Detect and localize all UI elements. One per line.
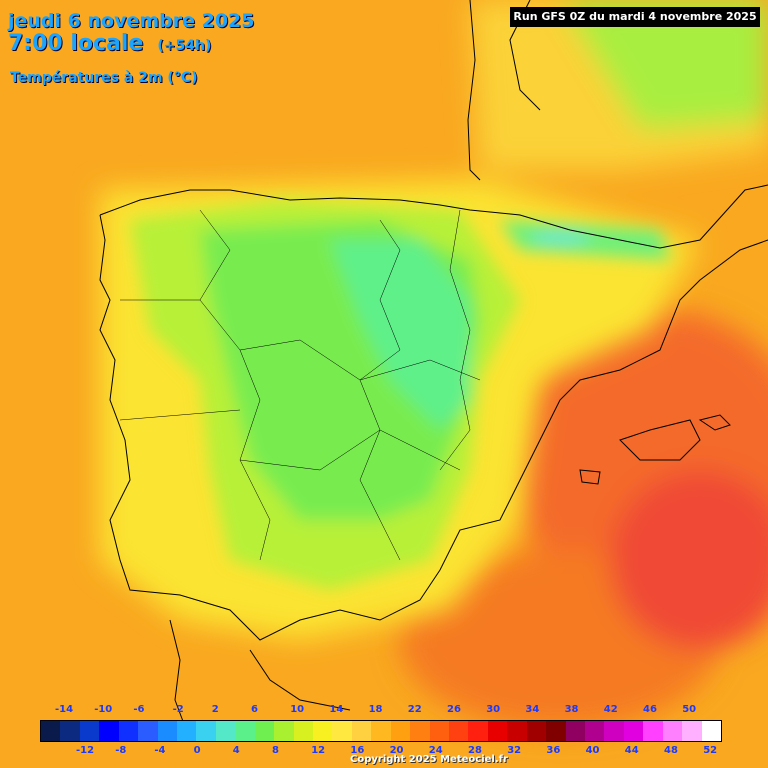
- legend-label-top: 18: [368, 704, 383, 715]
- legend-swatch: [390, 721, 411, 741]
- legend-swatch: [293, 721, 314, 741]
- legend-label-bottom: 40: [585, 745, 600, 756]
- legend-swatch: [585, 721, 605, 741]
- legend-swatch: [682, 721, 703, 741]
- legend-label-bottom: 28: [468, 745, 482, 756]
- legend-swatch: [410, 721, 431, 741]
- legend-label-top: 42: [603, 704, 618, 715]
- legend-swatch: [118, 721, 139, 741]
- legend-label-bottom: 0: [193, 745, 201, 756]
- legend-label-top: 2: [211, 704, 219, 715]
- legend-label-top: -10: [94, 704, 113, 715]
- legend-label-top: -2: [172, 704, 184, 715]
- legend-label-top: 30: [486, 704, 501, 715]
- legend-label-top: 26: [447, 704, 461, 715]
- legend-label-top: -6: [133, 704, 145, 715]
- legend-label-top: 6: [251, 704, 258, 715]
- run-label: Run GFS 0Z du mardi 4 novembre 2025: [510, 7, 760, 27]
- legend-swatch: [604, 721, 625, 741]
- legend-label-top: -14: [55, 704, 74, 715]
- variable-title: Températures à 2m (°C): [10, 70, 198, 86]
- legend-swatch: [449, 721, 469, 741]
- legend-label-top: 22: [407, 704, 422, 715]
- legend-label-bottom: -8: [115, 745, 127, 756]
- color-legend: [40, 720, 722, 742]
- legend-swatch: [662, 721, 683, 741]
- forecast-time-label: 7:00 locale: [8, 31, 144, 56]
- legend-swatch: [623, 721, 644, 741]
- legend-label-top: 14: [329, 704, 344, 715]
- legend-swatch: [546, 721, 567, 741]
- legend-swatch: [351, 721, 372, 741]
- legend-label-bottom: 4: [232, 745, 240, 756]
- legend-label-bottom: -12: [76, 745, 95, 756]
- legend-label-bottom: 48: [664, 745, 678, 756]
- legend-swatch: [526, 721, 547, 741]
- legend-swatch: [157, 721, 178, 741]
- legend-swatch: [429, 721, 450, 741]
- legend-label-bottom: 36: [546, 745, 561, 756]
- legend-swatch: [99, 721, 120, 741]
- legend-swatch: [254, 721, 275, 741]
- legend-swatch: [507, 721, 528, 741]
- legend-swatch: [371, 721, 392, 741]
- legend-swatch: [487, 721, 508, 741]
- legend-label-bottom: 20: [389, 745, 404, 756]
- legend-label-bottom: 12: [311, 745, 326, 756]
- legend-label-bottom: 52: [703, 745, 718, 756]
- legend-swatch: [79, 721, 100, 741]
- legend-swatch: [701, 721, 722, 741]
- legend-label-bottom: 24: [428, 745, 443, 756]
- forecast-time: 7:00 locale (+54h): [8, 31, 211, 56]
- legend-swatch: [138, 721, 159, 741]
- legend-swatch: [41, 721, 61, 741]
- legend-swatch: [468, 721, 489, 741]
- legend-swatch: [643, 721, 664, 741]
- legend-label-top: 46: [643, 704, 657, 715]
- forecast-offset: (+54h): [157, 38, 212, 54]
- legend-swatch: [313, 721, 333, 741]
- legend-swatch: [196, 721, 217, 741]
- legend-label-top: 34: [525, 704, 540, 715]
- legend-swatch: [332, 721, 353, 741]
- legend-swatch: [177, 721, 197, 741]
- legend-label-top: 50: [682, 704, 697, 715]
- legend-label-top: 10: [290, 704, 305, 715]
- legend-label-bottom: -4: [154, 745, 166, 756]
- legend-label-bottom: 32: [507, 745, 522, 756]
- legend-label-bottom: 16: [350, 745, 365, 756]
- legend-label-bottom: 44: [624, 745, 639, 756]
- legend-swatch: [274, 721, 295, 741]
- legend-swatch: [60, 721, 81, 741]
- legend-swatch: [565, 721, 586, 741]
- legend-swatch: [235, 721, 256, 741]
- legend-swatch: [215, 721, 236, 741]
- legend-label-top: 38: [564, 704, 579, 715]
- forecast-date: jeudi 6 novembre 2025: [8, 10, 255, 32]
- legend-label-bottom: 8: [272, 745, 279, 756]
- copyright: Copyright 2025 Meteociel.fr: [350, 754, 508, 765]
